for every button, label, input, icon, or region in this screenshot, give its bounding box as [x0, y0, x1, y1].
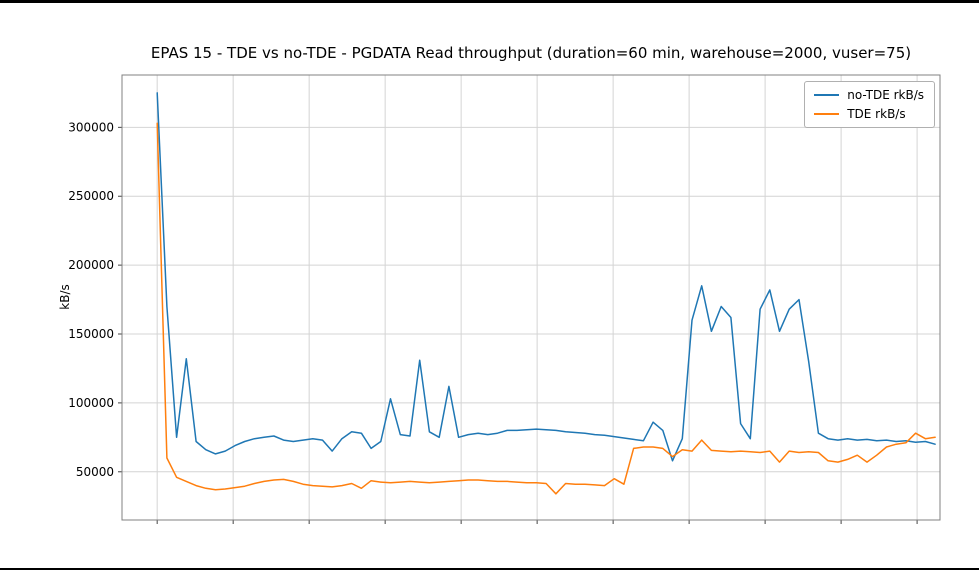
- legend-line-swatch: [814, 112, 840, 116]
- bottom-border-line: [0, 568, 979, 570]
- legend-item: TDE rkB/s: [814, 107, 924, 121]
- chart-title: EPAS 15 - TDE vs no-TDE - PGDATA Read th…: [150, 44, 912, 62]
- legend-line-swatch: [814, 93, 840, 97]
- legend-label: TDE rkB/s: [847, 107, 906, 121]
- series-line-tde-rkb-s: [156, 122, 936, 495]
- y-tick-label: 100000: [68, 396, 114, 410]
- legend: no-TDE rkB/s TDE rkB/s: [804, 81, 935, 128]
- y-tick-label: 250000: [68, 189, 114, 203]
- y-tick-label: 300000: [68, 120, 114, 134]
- legend-item: no-TDE rkB/s: [814, 88, 924, 102]
- y-tick-label: 50000: [76, 465, 114, 479]
- y-tick-label: 200000: [68, 258, 114, 272]
- plot-border: [121, 74, 941, 521]
- legend-label: no-TDE rkB/s: [847, 88, 924, 102]
- top-border-line: [0, 0, 979, 3]
- y-tick-label: 150000: [68, 327, 114, 341]
- series-line-no-tde-rkb-s: [156, 92, 936, 462]
